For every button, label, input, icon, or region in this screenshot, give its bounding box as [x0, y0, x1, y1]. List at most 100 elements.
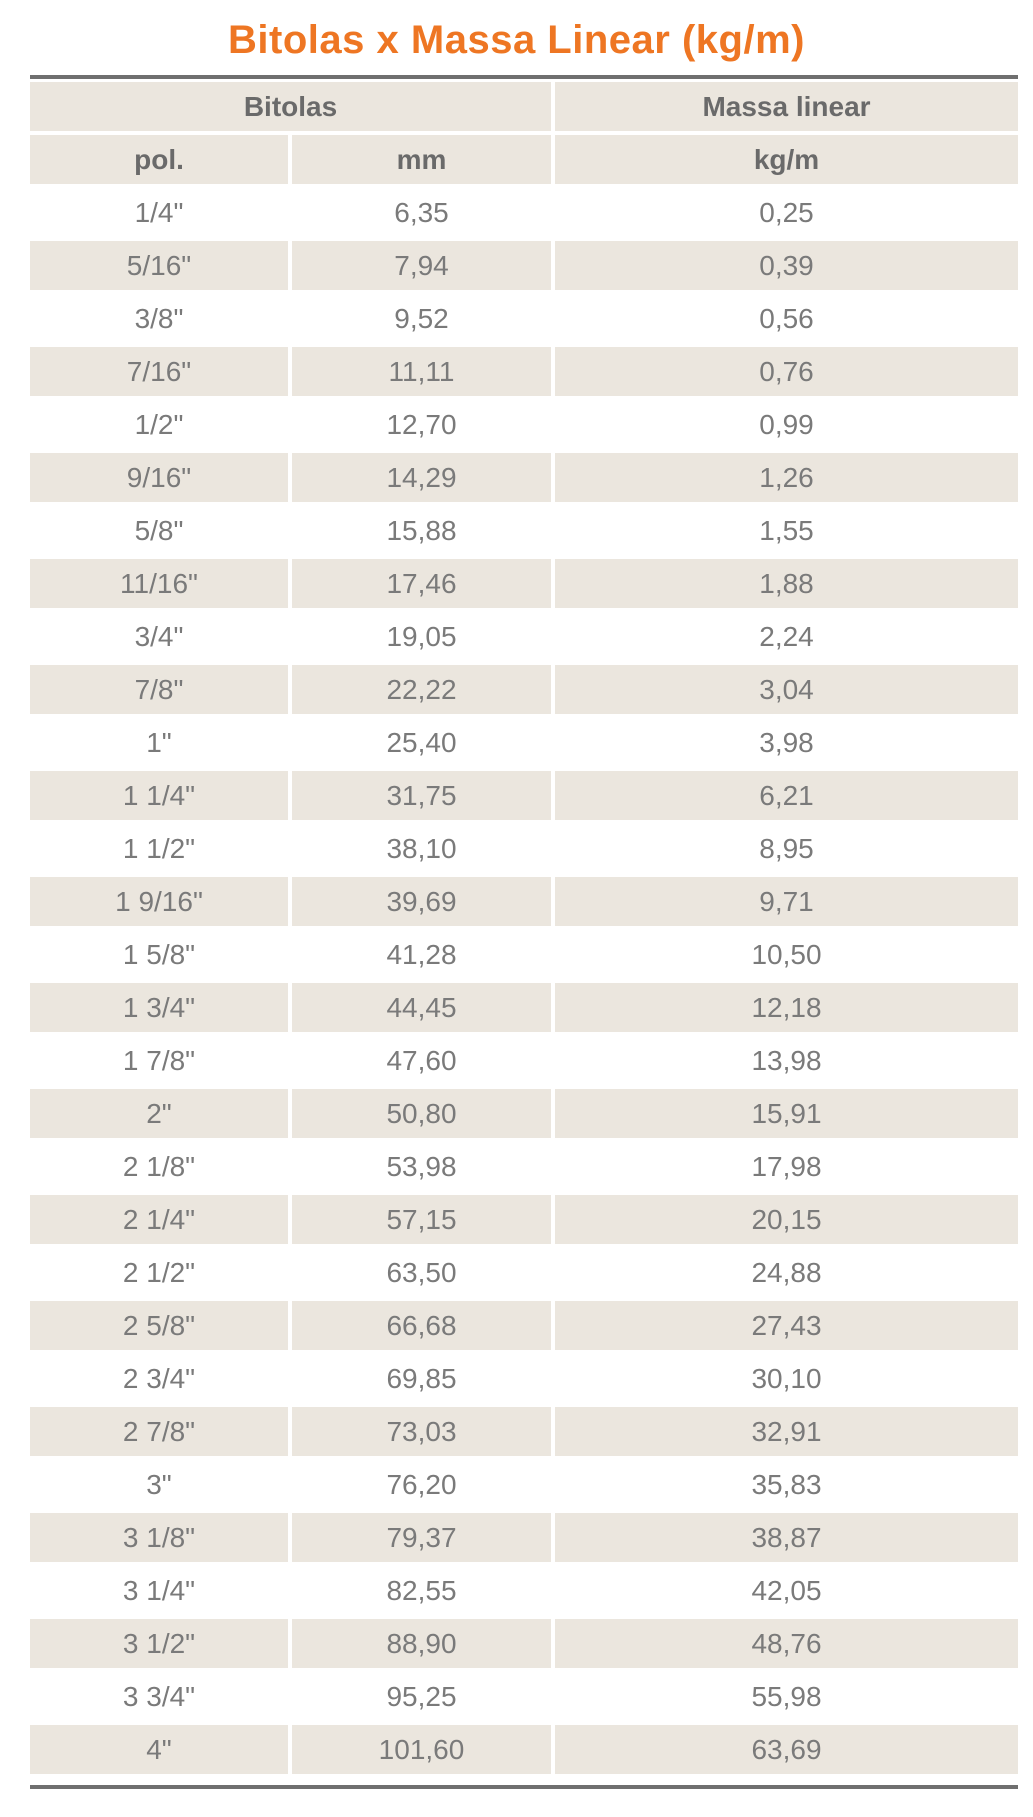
cell-pol: 1/4": [134, 196, 184, 228]
cell-mm: 95,25: [386, 1680, 457, 1712]
cell-kgm: 6,21: [555, 771, 1018, 820]
cell-pol: 2 1/2": [122, 1256, 196, 1288]
cell-mm: 6,35: [394, 196, 449, 228]
cell-kgm: 15,91: [555, 1089, 1018, 1138]
cell-pol: 7/8": [30, 665, 288, 714]
cell-mm: 79,37: [292, 1513, 551, 1562]
cell-kgm: 0,25: [759, 196, 814, 228]
cell-mm: 15,88: [386, 514, 457, 546]
cell-kgm: 48,76: [555, 1619, 1018, 1668]
cell-pol: 3 3/4": [122, 1680, 196, 1712]
cell-pol: 1 7/8": [122, 1044, 196, 1076]
cell-pol: 3/4": [134, 620, 184, 652]
table-row: 3 1/8" 79,37 38,87: [30, 1511, 1018, 1564]
header-units-row: pol. mm kg/m: [30, 133, 1018, 186]
cell-pol: 3 1/8": [30, 1513, 288, 1562]
cell-kgm: 42,05: [751, 1574, 822, 1606]
cell-kgm: 1,26: [555, 453, 1018, 502]
cell-kgm: 17,98: [751, 1150, 822, 1182]
header-pol: pol.: [30, 135, 288, 184]
table-row: 3 1/4" 82,55 42,05: [30, 1564, 1018, 1617]
cell-mm: 12,70: [386, 408, 457, 440]
cell-kgm: 0,99: [759, 408, 814, 440]
cell-kgm: 0,39: [555, 241, 1018, 290]
cell-mm: 53,98: [386, 1150, 457, 1182]
table-row: 2 1/4" 57,15 20,15: [30, 1193, 1018, 1246]
table-row: 7/8" 22,22 3,04: [30, 663, 1018, 716]
cell-kgm: 12,18: [555, 983, 1018, 1032]
table-row: 2 1/2" 63,50 24,88: [30, 1246, 1018, 1299]
cell-pol: 7/16": [30, 347, 288, 396]
table-row: 1 7/8" 47,60 13,98: [30, 1034, 1018, 1087]
cell-pol: 1": [146, 726, 172, 758]
cell-pol: 1 5/8": [122, 938, 196, 970]
cell-pol: 1 1/4": [30, 771, 288, 820]
cell-pol: 2 1/8": [122, 1150, 196, 1182]
cell-mm: 44,45: [292, 983, 551, 1032]
cell-mm: 41,28: [386, 938, 457, 970]
cell-pol: 3 1/2": [30, 1619, 288, 1668]
table-body: 1/4" 6,35 0,25 5/16" 7,94 0,39 3/8" 9,52 0,56 7/1…: [30, 186, 1018, 1776]
table-row: 1 3/4" 44,45 12,18: [30, 981, 1018, 1034]
cell-kgm: 10,50: [751, 938, 822, 970]
cell-pol: 3/8": [134, 302, 184, 334]
cell-mm: 31,75: [292, 771, 551, 820]
table-row: 1 1/4" 31,75 6,21: [30, 769, 1018, 822]
cell-kgm: 8,95: [759, 832, 814, 864]
cell-pol: 2 3/4": [122, 1362, 196, 1394]
cell-pol: 3 1/4": [122, 1574, 196, 1606]
gauge-mass-table: Bitolas Massa linear pol. mm kg/m 1/4" 6,…: [30, 80, 1018, 1776]
table-row: 3" 76,20 35,83: [30, 1458, 1018, 1511]
cell-mm: 38,10: [386, 832, 457, 864]
table-row: 7/16" 11,11 0,76: [30, 345, 1018, 398]
cell-pol: 2 7/8": [30, 1407, 288, 1456]
cell-mm: 7,94: [292, 241, 551, 290]
cell-kgm: 13,98: [751, 1044, 822, 1076]
top-rule: [30, 75, 1018, 79]
cell-pol: 4": [30, 1725, 288, 1774]
cell-pol: 5/8": [134, 514, 184, 546]
page-title: Bitolas x Massa Linear (kg/m): [228, 18, 805, 62]
cell-mm: 66,68: [292, 1301, 551, 1350]
header-bitolas: Bitolas: [30, 82, 551, 131]
bottom-rule: [30, 1785, 1018, 1789]
table-row: 1 1/2" 38,10 8,95: [30, 822, 1018, 875]
table-row: 11/16" 17,46 1,88: [30, 557, 1018, 610]
cell-pol: 11/16": [30, 559, 288, 608]
cell-mm: 50,80: [292, 1089, 551, 1138]
table-row: 2" 50,80 15,91: [30, 1087, 1018, 1140]
cell-kgm: 27,43: [555, 1301, 1018, 1350]
table-row: 5/8" 15,88 1,55: [30, 504, 1018, 557]
cell-kgm: 32,91: [555, 1407, 1018, 1456]
cell-mm: 88,90: [292, 1619, 551, 1668]
cell-kgm: 0,76: [555, 347, 1018, 396]
cell-kgm: 24,88: [751, 1256, 822, 1288]
table-row: 3/8" 9,52 0,56: [30, 292, 1018, 345]
cell-kgm: 1,88: [555, 559, 1018, 608]
header-mm: mm: [292, 135, 551, 184]
table-row: 5/16" 7,94 0,39: [30, 239, 1018, 292]
cell-kgm: 63,69: [555, 1725, 1018, 1774]
cell-mm: 9,52: [394, 302, 449, 334]
cell-mm: 22,22: [292, 665, 551, 714]
cell-mm: 101,60: [292, 1725, 551, 1774]
cell-mm: 82,55: [386, 1574, 457, 1606]
table-row: 1 9/16" 39,69 9,71: [30, 875, 1018, 928]
cell-pol: 2 5/8": [30, 1301, 288, 1350]
table-row: 3 1/2" 88,90 48,76: [30, 1617, 1018, 1670]
table-row: 1" 25,40 3,98: [30, 716, 1018, 769]
cell-kgm: 0,56: [759, 302, 814, 334]
table-row: 1 5/8" 41,28 10,50: [30, 928, 1018, 981]
table-row: 3/4" 19,05 2,24: [30, 610, 1018, 663]
cell-pol: 1/2": [134, 408, 184, 440]
cell-mm: 19,05: [386, 620, 457, 652]
cell-pol: 1 3/4": [30, 983, 288, 1032]
cell-mm: 57,15: [292, 1195, 551, 1244]
table-row: 2 3/4" 69,85 30,10: [30, 1352, 1018, 1405]
cell-mm: 47,60: [386, 1044, 457, 1076]
table-row: 3 3/4" 95,25 55,98: [30, 1670, 1018, 1723]
cell-mm: 73,03: [292, 1407, 551, 1456]
table-row: 9/16" 14,29 1,26: [30, 451, 1018, 504]
cell-pol: 2": [30, 1089, 288, 1138]
table-row: 4" 101,60 63,69: [30, 1723, 1018, 1776]
